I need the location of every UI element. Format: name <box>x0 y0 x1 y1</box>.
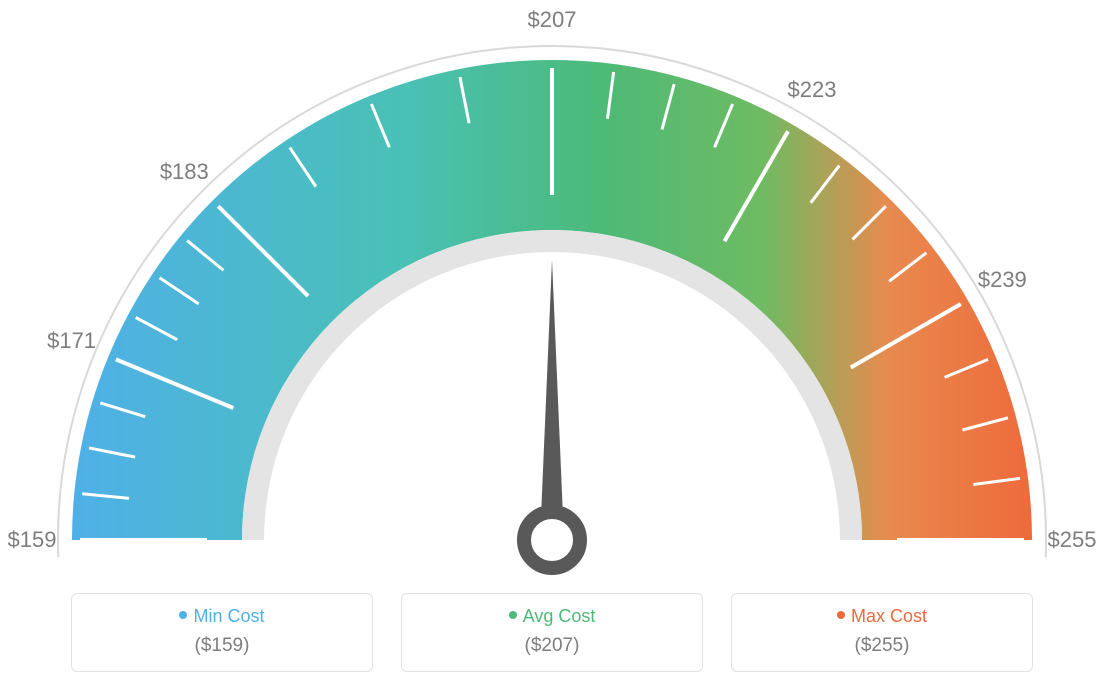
tick-label: $159 <box>8 527 57 553</box>
dot-icon-avg <box>509 611 517 619</box>
gauge-svg <box>0 0 1104 590</box>
tick-label: $183 <box>160 159 209 185</box>
dot-icon-min <box>179 611 187 619</box>
tick-label: $255 <box>1048 527 1097 553</box>
legend-card-min: Min Cost ($159) <box>71 593 373 672</box>
tick-label: $239 <box>978 267 1027 293</box>
legend-label-avg: Avg Cost <box>523 606 596 626</box>
legend-value-avg: ($207) <box>402 635 702 657</box>
gauge-chart: $159 $171 $183 $207 $223 $239 $255 <box>0 0 1104 590</box>
tick-label: $207 <box>528 7 577 33</box>
tick-label: $223 <box>788 77 837 103</box>
legend-label-min: Min Cost <box>193 606 264 626</box>
legend-label-max: Max Cost <box>851 606 927 626</box>
legend-value-max: ($255) <box>732 635 1032 657</box>
legend-value-min: ($159) <box>72 635 372 657</box>
legend-title-avg: Avg Cost <box>402 606 702 627</box>
legend-card-max: Max Cost ($255) <box>731 593 1033 672</box>
tick-label: $171 <box>47 328 96 354</box>
legend-title-max: Max Cost <box>732 606 1032 627</box>
legend-row: Min Cost ($159) Avg Cost ($207) Max Cost… <box>0 593 1104 672</box>
legend-card-avg: Avg Cost ($207) <box>401 593 703 672</box>
dot-icon-max <box>837 611 845 619</box>
legend-title-min: Min Cost <box>72 606 372 627</box>
chart-container: $159 $171 $183 $207 $223 $239 $255 Min Cost ($… <box>0 0 1104 690</box>
